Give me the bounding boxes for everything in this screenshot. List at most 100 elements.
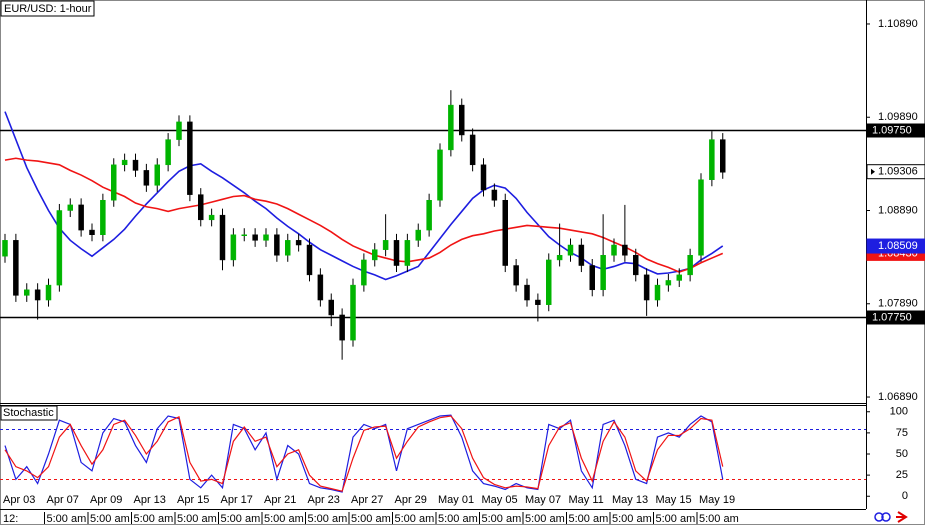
candle-body (448, 104, 454, 151)
candle-body (339, 314, 345, 341)
candle-body (219, 214, 226, 261)
x-tick-label: May 05 (482, 494, 518, 506)
candle-body (611, 244, 617, 256)
x-tick-label: Apr 29 (395, 494, 427, 506)
candle-body (121, 159, 128, 166)
candle-body (78, 204, 84, 231)
candle-body (535, 299, 541, 305)
candle-body (459, 104, 465, 136)
x-sub-label: 5:00 am (90, 513, 130, 525)
candle-body (665, 280, 672, 286)
candle-body (633, 255, 639, 276)
x-sub-label: 5:00 am (177, 513, 217, 525)
x-sub-label: 5:00 am (221, 513, 261, 525)
candle-body (513, 265, 519, 286)
candle-body (263, 234, 269, 241)
y-tick-label: 1.07890 (878, 298, 918, 310)
candle-body (567, 244, 574, 256)
price-tag (866, 238, 925, 254)
candle-body (372, 249, 378, 261)
candle-body (252, 234, 258, 241)
x-tick-label: Apr 27 (351, 494, 383, 506)
candle-body (426, 199, 432, 231)
candle-body (111, 164, 117, 201)
panel-title: Stochastic (3, 407, 54, 419)
candle-body (132, 159, 139, 171)
candle-body (2, 240, 8, 257)
x-tick-label: May 11 (569, 494, 604, 506)
level-tag (867, 310, 925, 325)
candle-body (687, 255, 693, 276)
candle-body (622, 244, 628, 256)
x-tick-label: May 15 (656, 494, 692, 506)
candle-body (165, 139, 171, 166)
candle-body (56, 210, 63, 286)
candle-body (24, 289, 30, 296)
x-sub-label: 5:00 am (569, 513, 609, 525)
candle-body (230, 234, 237, 261)
candle-body (285, 240, 291, 256)
candle-body (100, 199, 106, 235)
candle-body (676, 274, 682, 281)
price-tag (866, 164, 925, 180)
candle-body (437, 149, 443, 201)
price-tag-arrow (871, 168, 875, 175)
nav-icons[interactable] (874, 511, 908, 523)
y-tick-label: 0 (902, 490, 908, 502)
candle-body (274, 234, 280, 256)
candle-body (415, 229, 421, 241)
candle-body (502, 199, 508, 266)
candle-body (317, 274, 324, 301)
x-sub-label: 12: (3, 513, 18, 525)
y-tick-label: 75 (896, 427, 908, 439)
link-icon[interactable] (881, 512, 891, 522)
candle-body (176, 121, 182, 140)
y-tick-label: 100 (890, 406, 908, 418)
candle-body (546, 259, 552, 305)
candle-body (350, 284, 356, 341)
y-tick-label: 25 (896, 469, 908, 481)
x-sub-label: 5:00 am (612, 513, 652, 525)
x-sub-label: 5:00 am (47, 513, 87, 525)
level-tag-label: 1.07750 (872, 311, 912, 323)
candle-body (654, 284, 661, 301)
x-tick-label: Apr 13 (134, 494, 166, 506)
candle-body (720, 139, 726, 173)
candle-body (382, 240, 389, 250)
chart-title: EUR/USD: 1-hour (4, 3, 92, 15)
y-tick-label: 1.06890 (878, 391, 918, 403)
link-icon[interactable] (874, 512, 884, 522)
x-tick-label: Apr 09 (90, 494, 122, 506)
candle-body (698, 179, 704, 256)
candle-body (469, 134, 476, 166)
x-tick-label: May 07 (525, 494, 561, 506)
y-tick-label: 1.10890 (878, 18, 918, 30)
candle-body (393, 240, 400, 266)
x-tick-label: Apr 17 (221, 494, 253, 506)
candle-body (241, 234, 247, 236)
candle-body (208, 214, 215, 221)
candle-body (89, 229, 95, 235)
level-tag (867, 123, 925, 138)
candle-body (524, 284, 530, 301)
scroll-icon[interactable] (896, 511, 908, 523)
x-sub-label: 5:00 am (656, 513, 696, 525)
x-sub-label: 5:00 am (134, 513, 174, 525)
x-tick-label: Apr 15 (177, 494, 209, 506)
candle-body (480, 164, 487, 191)
x-tick-label: Apr 03 (3, 494, 35, 506)
candle-body (67, 204, 73, 211)
x-sub-label: 5:00 am (699, 513, 739, 525)
candle-body (578, 244, 585, 266)
price-tag-label: 1.09306 (878, 166, 918, 178)
price-tag-label: 1.08509 (878, 240, 918, 252)
candle-body (45, 284, 52, 301)
x-tick-label: May 01 (438, 494, 474, 506)
y-tick-label: 1.08890 (878, 204, 918, 216)
x-sub-label: 5:00 am (264, 513, 304, 525)
candle-body (709, 139, 715, 180)
x-tick-label: Apr 23 (308, 494, 340, 506)
panel-title-box (0, 405, 58, 421)
